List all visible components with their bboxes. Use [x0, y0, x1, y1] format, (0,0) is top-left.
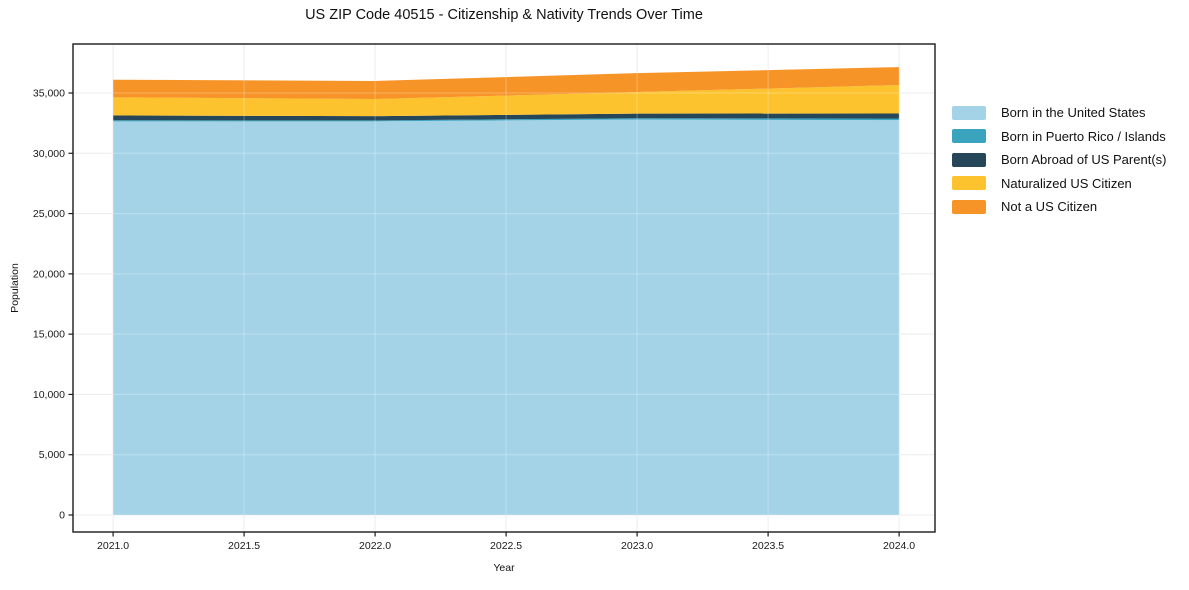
legend-item-born-in-the-united-states: Born in the United States — [952, 101, 1166, 125]
plot-area: 2021.0 2021.5 2022.0 2022.5 2023.0 2023.5 2024… — [33, 43, 936, 552]
chart-svg: 2021.0 2021.5 2022.0 2022.5 2023.0 2023.5 2024… — [33, 43, 936, 552]
legend-item-born-in-puerto-rico-islands: Born in Puerto Rico / Islands — [952, 125, 1166, 149]
legend-item-naturalized-us-citizen: Naturalized US Citizen — [952, 172, 1166, 196]
area-born-abroad-of-us-parent-s — [113, 113, 900, 121]
legend-swatch — [952, 105, 986, 120]
y-tick-label: 5,000 — [39, 449, 65, 461]
legend-swatch — [952, 176, 986, 191]
legend-item-not-a-us-citizen: Not a US Citizen — [952, 195, 1166, 219]
area-not-a-us-citizen — [113, 67, 900, 100]
legend-swatch — [952, 152, 986, 167]
x-tick-label: 2021.0 — [97, 540, 129, 552]
x-tick-label: 2024.0 — [883, 540, 915, 552]
area-naturalized-us-citizen — [113, 85, 900, 117]
y-tick-label: 10,000 — [33, 389, 65, 401]
legend-swatch — [952, 199, 986, 214]
area-born-in-puerto-rico-islands — [113, 118, 900, 122]
y-tick-label: 0 — [59, 509, 65, 521]
legend: Born in the United States Born in Puerto … — [952, 101, 1166, 219]
area-born-in-the-united-states — [113, 119, 900, 515]
legend-swatch — [952, 129, 986, 144]
x-tick-label: 2022.5 — [490, 540, 522, 552]
x-tick-label: 2023.5 — [752, 540, 784, 552]
y-tick-label: 30,000 — [33, 148, 65, 160]
y-tick-label: 15,000 — [33, 329, 65, 341]
y-axis-label: Population — [9, 263, 21, 313]
plot-border — [72, 43, 936, 533]
y-tick-label: 20,000 — [33, 268, 65, 280]
x-axis-label: Year — [493, 562, 515, 574]
legend-label: Born Abroad of US Parent(s) — [1001, 152, 1167, 168]
legend-label: Naturalized US Citizen — [1001, 175, 1132, 191]
x-tick-label: 2021.5 — [228, 540, 260, 552]
legend-label: Born in Puerto Rico / Islands — [1001, 128, 1166, 144]
x-tick-label: 2022.0 — [359, 540, 391, 552]
y-tick-label: 35,000 — [33, 88, 65, 100]
x-tick-label: 2023.0 — [621, 540, 653, 552]
legend-item-born-abroad-of-us-parent-s: Born Abroad of US Parent(s) — [952, 148, 1166, 172]
legend-label: Born in the United States — [1001, 105, 1146, 121]
legend-label: Not a US Citizen — [1001, 199, 1098, 215]
chart-title: US ZIP Code 40515 - Citizenship & Nativi… — [305, 7, 703, 23]
y-tick-label: 25,000 — [33, 208, 65, 220]
